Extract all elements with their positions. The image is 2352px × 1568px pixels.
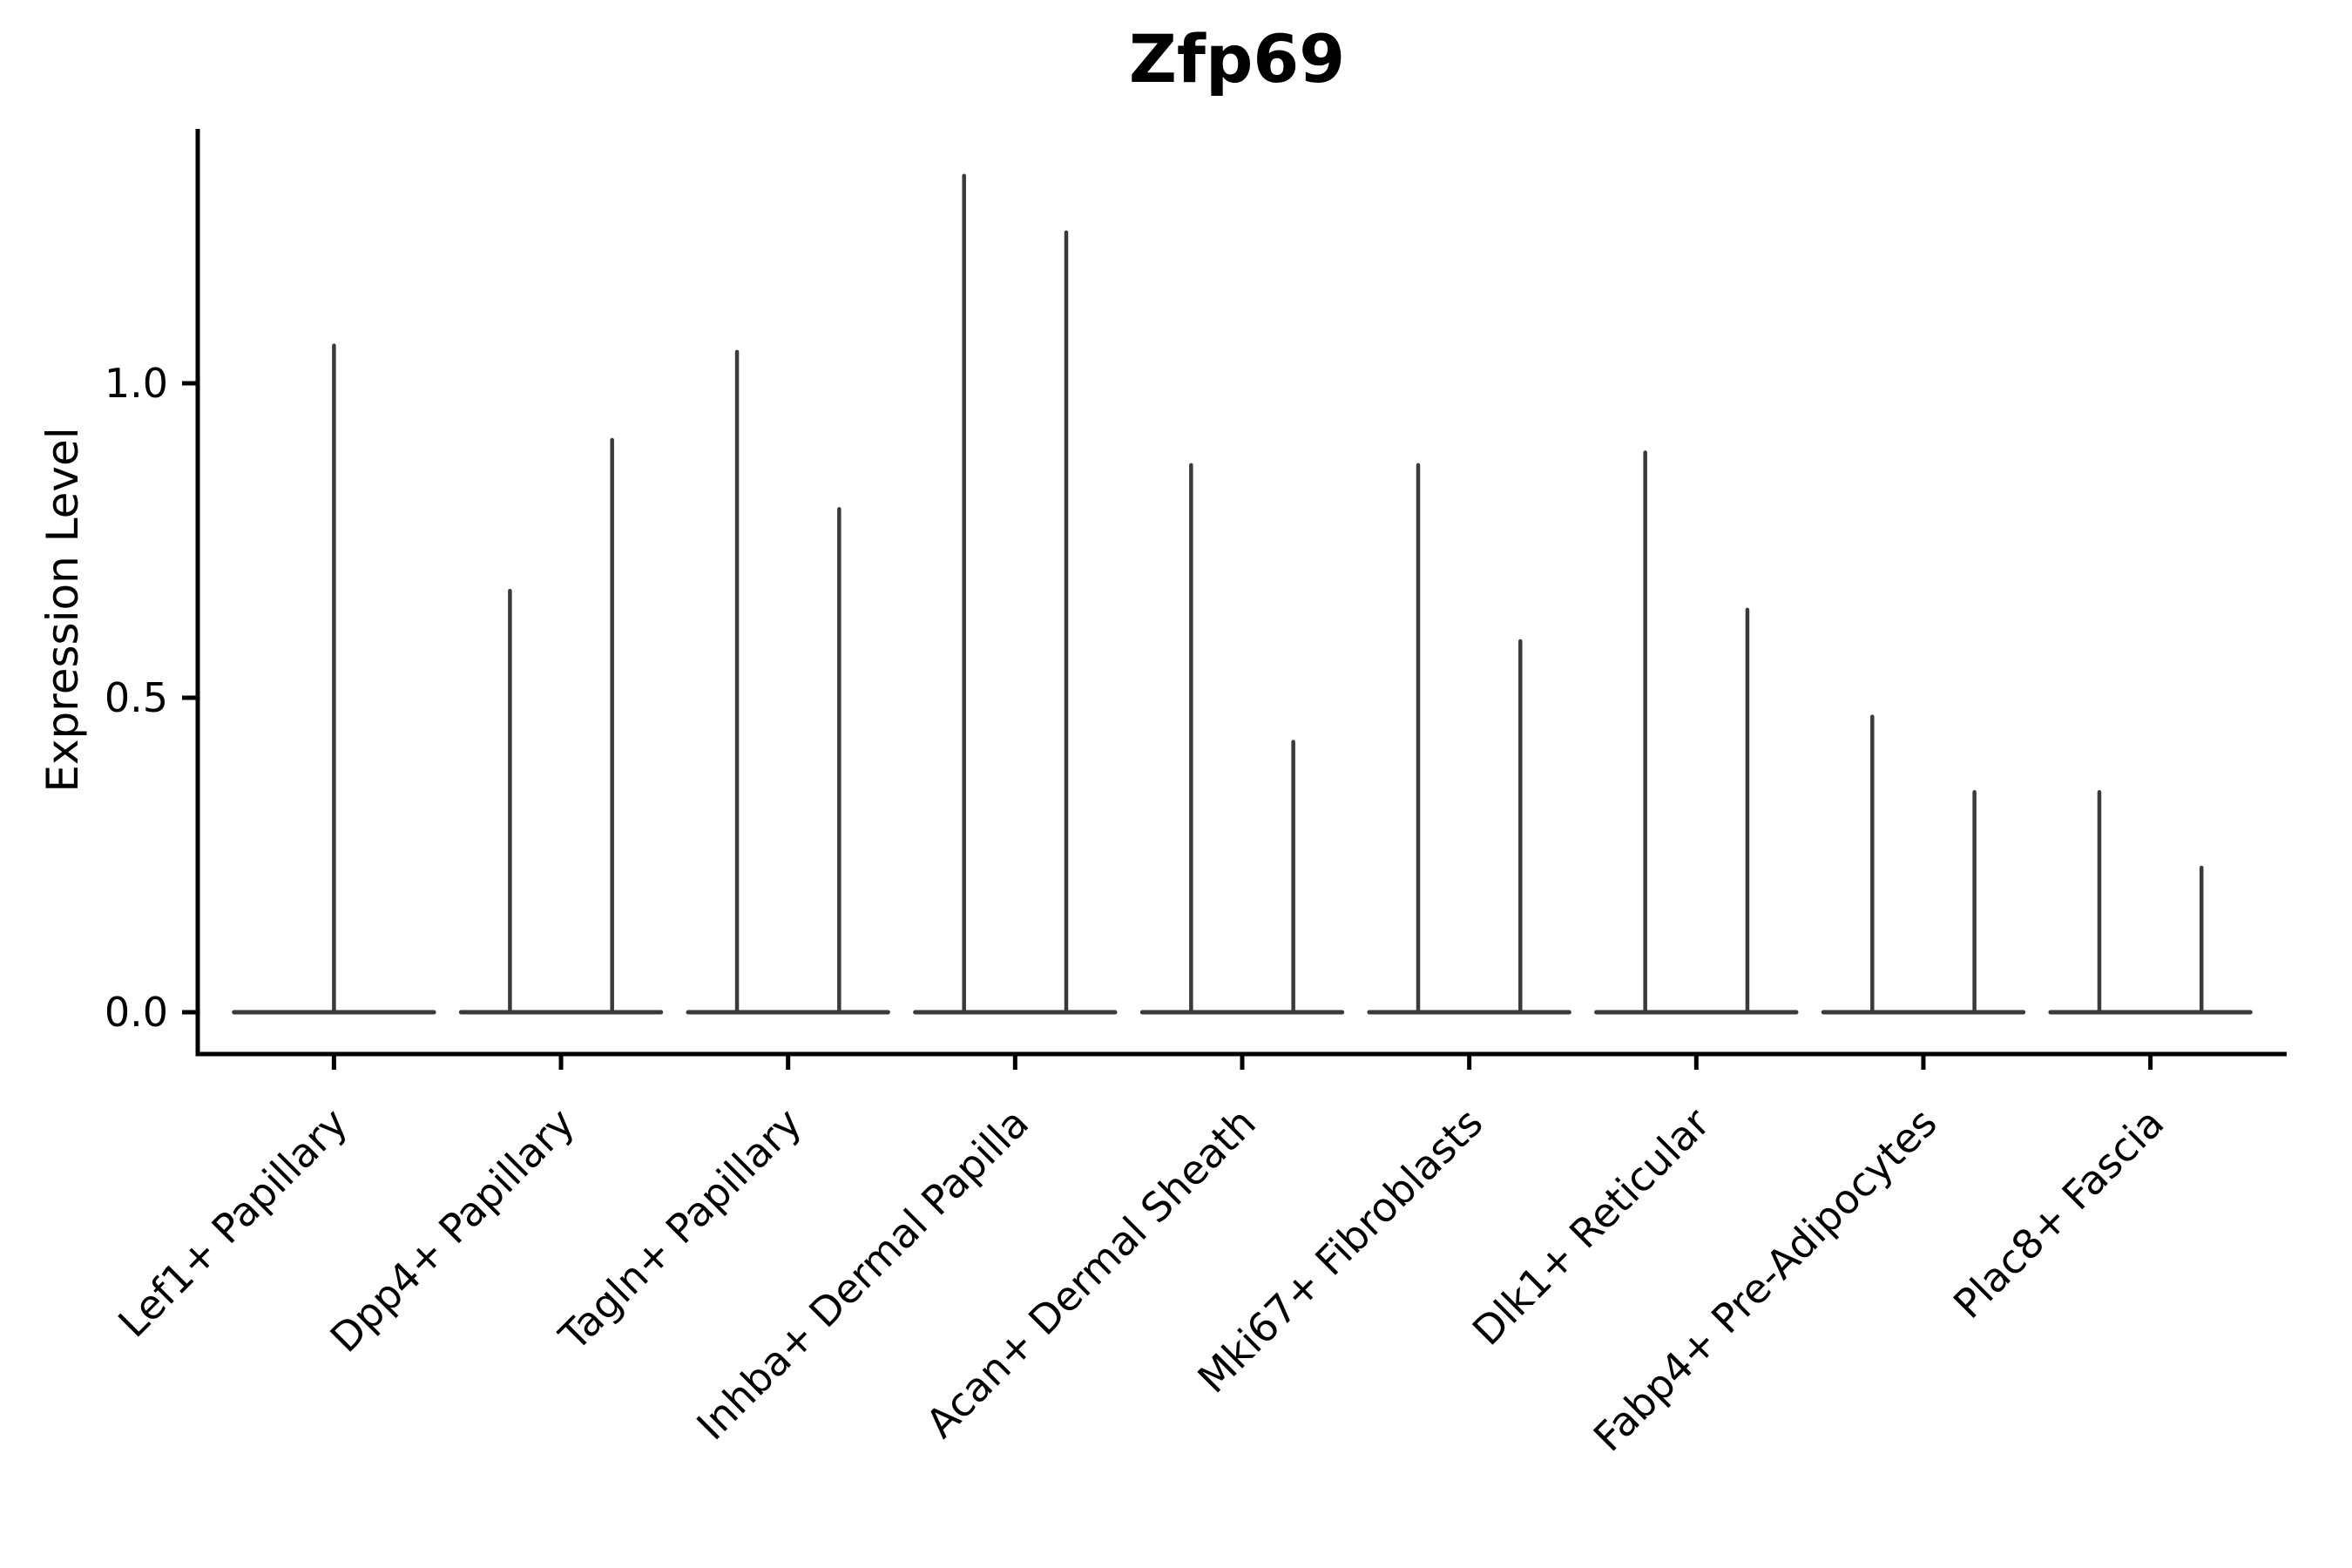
x-tick-label: Lef1+ Papillary — [109, 1099, 356, 1347]
x-tick-label: Tagln+ Papillary — [550, 1099, 811, 1361]
x-tick-label: Dpp4+ Papillary — [321, 1099, 584, 1362]
y-tick-label: 0.5 — [105, 674, 168, 721]
y-tick-label: 1.0 — [105, 360, 168, 407]
y-tick-label: 0.0 — [105, 989, 168, 1036]
x-tick-label: Dlk1+ Reticular — [1463, 1099, 1719, 1355]
chart-title: Zfp69 — [1128, 20, 1346, 98]
x-tick-label: Plac8+ Fascia — [1944, 1099, 2173, 1328]
